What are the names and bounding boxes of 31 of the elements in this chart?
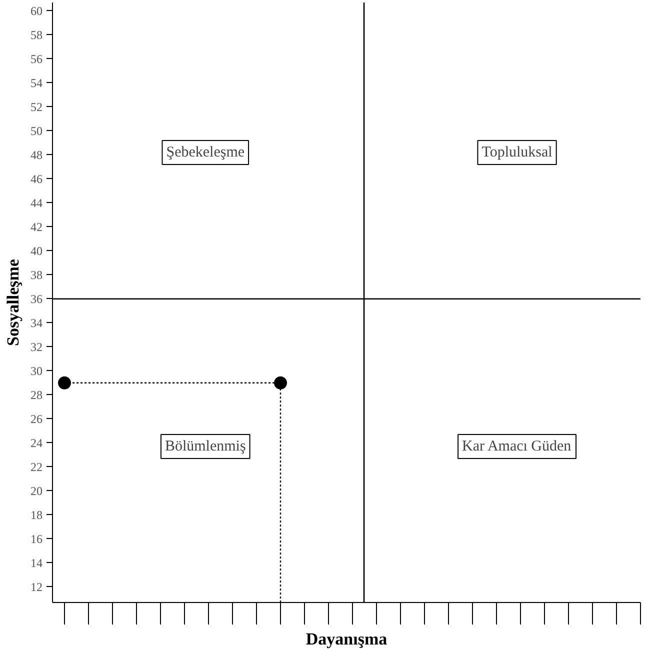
y-tick-label: 28 bbox=[30, 388, 42, 402]
y-tick-label: 44 bbox=[30, 196, 42, 210]
y-tick-label: 20 bbox=[30, 484, 42, 498]
y-tick-label: 36 bbox=[30, 292, 42, 306]
y-tick-label: 30 bbox=[30, 364, 42, 378]
annotation: Şebekeleşme bbox=[166, 144, 245, 160]
y-tick-label: 18 bbox=[30, 508, 42, 522]
y-tick-label: 38 bbox=[30, 268, 42, 282]
y-tick-label: 42 bbox=[30, 220, 42, 234]
annotation: Bölümlenmiş bbox=[164, 438, 246, 454]
y-tick-label: 32 bbox=[30, 340, 42, 354]
y-tick-label: 50 bbox=[30, 124, 42, 138]
y-tick-label: 22 bbox=[30, 460, 42, 474]
annotation: Kar Amacı Güden bbox=[462, 438, 572, 454]
y-tick-label: 54 bbox=[30, 76, 42, 90]
y-tick-label: 34 bbox=[30, 316, 42, 330]
y-tick-label: 24 bbox=[30, 436, 42, 450]
x-axis-title: Dayanışma bbox=[306, 630, 388, 648]
y-tick-label: 56 bbox=[30, 52, 42, 66]
y-tick-label: 12 bbox=[30, 580, 42, 594]
y-tick-label: 40 bbox=[30, 244, 42, 258]
y-tick-label: 16 bbox=[30, 532, 42, 546]
y-tick-label: 14 bbox=[30, 556, 42, 570]
y-tick-label: 26 bbox=[30, 412, 42, 426]
y-tick-label: 60 bbox=[30, 4, 42, 18]
y-tick-label: 52 bbox=[30, 100, 42, 114]
annotation: Topluluksal bbox=[482, 144, 552, 160]
y-tick-label: 58 bbox=[30, 28, 42, 42]
y-axis-title: Sosyalleşme bbox=[4, 258, 22, 346]
y-tick-label: 46 bbox=[30, 172, 42, 186]
y-tick-label: 48 bbox=[30, 148, 42, 162]
